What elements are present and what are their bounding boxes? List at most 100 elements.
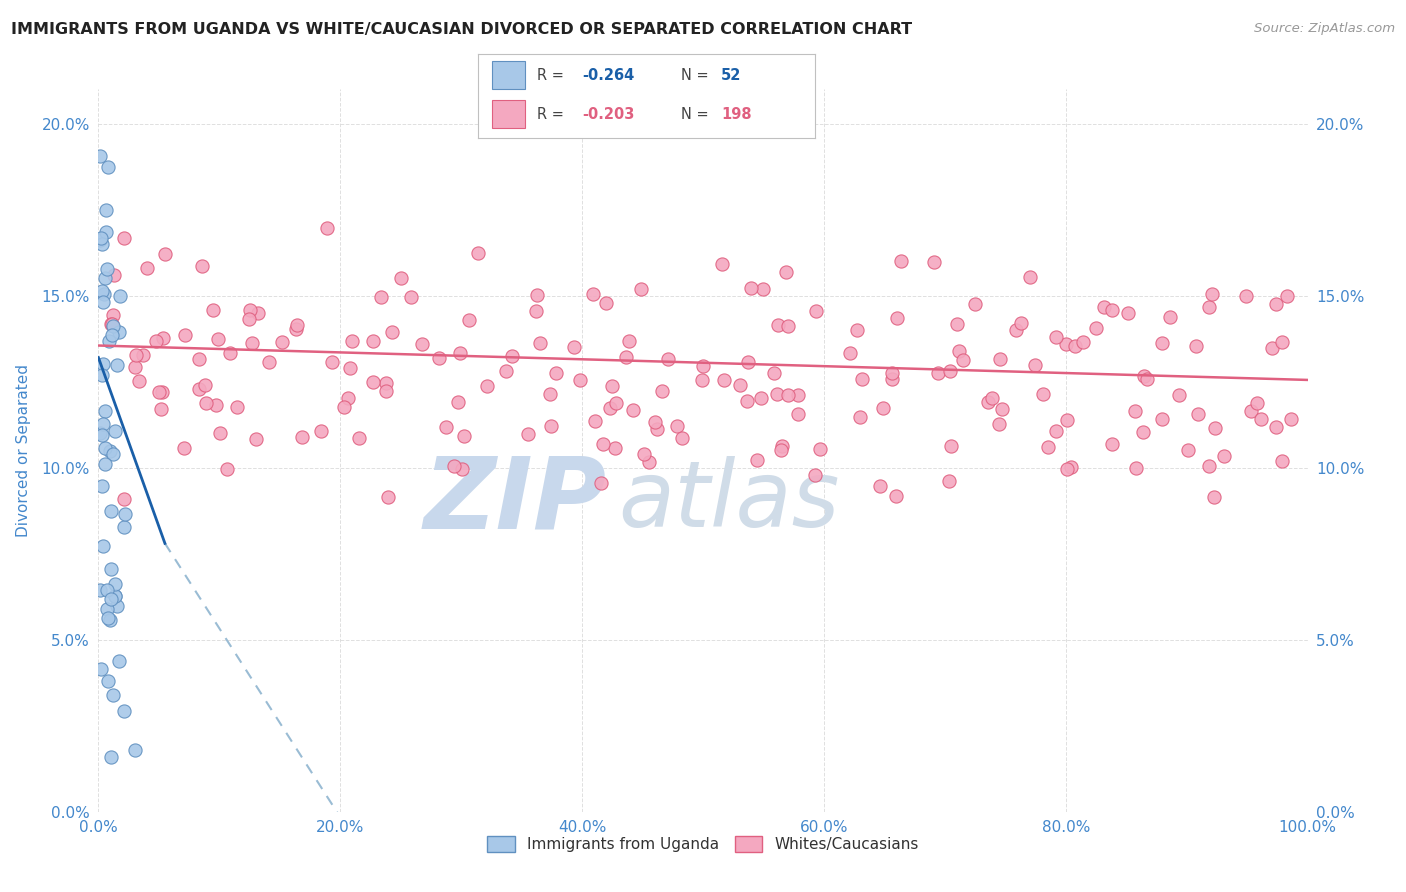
Point (100, 592, 122, 607)
Point (150, 384, 173, 399)
Point (173, 328, 195, 343)
Point (977, 395, 1000, 409)
Point (458, 312, 481, 326)
Point (339, 361, 361, 376)
Point (1056, 461, 1078, 475)
Point (93, 294, 115, 309)
Point (1187, 407, 1209, 421)
Point (103, 309, 125, 323)
Point (202, 302, 225, 317)
Point (872, 401, 894, 415)
Point (939, 364, 962, 378)
Point (740, 281, 762, 295)
Point (411, 337, 433, 351)
Point (429, 351, 451, 365)
Point (337, 391, 360, 405)
Point (1010, 316, 1032, 330)
Point (96, 202, 118, 217)
Point (100, 562, 122, 576)
Point (103, 319, 125, 334)
Point (776, 388, 799, 402)
Point (600, 379, 623, 393)
Text: N =: N = (681, 68, 709, 83)
FancyBboxPatch shape (492, 100, 526, 128)
Point (89, 149, 111, 163)
Point (101, 688, 124, 702)
Point (194, 378, 217, 392)
Point (651, 384, 673, 399)
Point (104, 424, 127, 438)
Point (188, 382, 211, 396)
Point (692, 373, 714, 387)
Point (1004, 323, 1026, 337)
Point (100, 504, 122, 518)
Point (711, 257, 734, 271)
Point (101, 447, 124, 461)
Text: Source: ZipAtlas.com: Source: ZipAtlas.com (1254, 22, 1395, 36)
Point (633, 447, 655, 461)
Point (752, 282, 775, 296)
Point (96, 601, 118, 615)
Point (766, 318, 789, 332)
Point (1150, 412, 1173, 426)
Point (1250, 411, 1272, 425)
Y-axis label: Divorced or Separated: Divorced or Separated (15, 364, 31, 537)
Point (980, 391, 1002, 405)
Point (582, 286, 605, 301)
Point (97, 161, 120, 175)
Point (775, 265, 797, 279)
Point (1213, 449, 1236, 463)
Point (569, 374, 592, 388)
Text: IMMIGRANTS FROM UGANDA VS WHITE/CAUCASIAN DIVORCED OR SEPARATED CORRELATION CHAR: IMMIGRANTS FROM UGANDA VS WHITE/CAUCASIA… (11, 22, 912, 37)
Point (91, 357, 114, 371)
Point (128, 374, 150, 388)
Point (105, 599, 128, 614)
Text: atlas: atlas (619, 456, 839, 546)
Point (246, 306, 269, 320)
Point (1060, 459, 1083, 474)
Point (112, 492, 135, 507)
Text: R =: R = (537, 107, 564, 121)
Point (91, 539, 114, 553)
Point (839, 345, 862, 359)
Point (595, 295, 617, 310)
Point (104, 590, 127, 604)
Point (644, 416, 666, 430)
Point (787, 407, 810, 421)
Point (370, 290, 392, 304)
Point (889, 254, 911, 268)
Point (475, 379, 498, 393)
Point (583, 414, 606, 428)
Point (103, 268, 125, 283)
Point (1204, 421, 1226, 435)
Point (342, 334, 364, 348)
Point (453, 429, 475, 443)
Point (449, 345, 471, 359)
Point (657, 352, 679, 367)
Point (191, 259, 214, 273)
Point (135, 261, 157, 276)
Point (1234, 289, 1257, 303)
Point (529, 336, 551, 351)
Point (153, 247, 176, 261)
Point (97, 673, 120, 688)
Text: N =: N = (681, 107, 709, 121)
Point (377, 491, 399, 505)
Point (851, 372, 873, 386)
Point (1101, 303, 1123, 318)
Point (1085, 321, 1108, 335)
Point (1092, 300, 1115, 314)
Point (145, 334, 167, 348)
Point (291, 430, 314, 444)
Point (238, 312, 260, 326)
Point (941, 439, 963, 453)
Point (616, 350, 638, 364)
Text: -0.264: -0.264 (582, 68, 636, 83)
Point (187, 351, 209, 366)
Point (112, 704, 135, 718)
Point (1265, 420, 1288, 434)
Point (124, 348, 146, 362)
Point (94, 271, 117, 285)
Point (599, 401, 621, 415)
Point (945, 317, 967, 331)
